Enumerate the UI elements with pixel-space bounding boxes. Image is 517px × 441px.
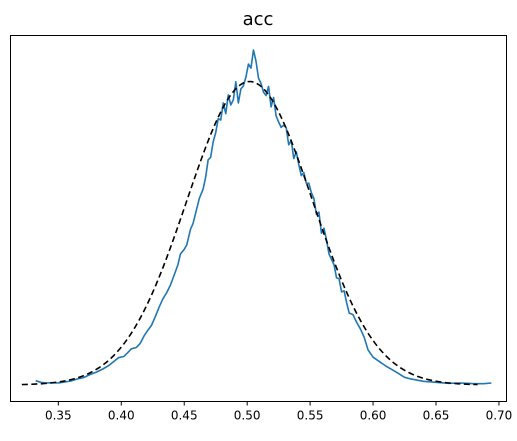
chart-title: acc [243,9,274,30]
x-tick-label: 0.35 [45,409,72,423]
series-layer [21,49,492,386]
x-axis: 0.35 0.40 0.45 0.50 0.55 0.60 0.65 0.70 [45,401,513,423]
plot-frame [10,35,507,402]
normal-fit-line [21,80,478,386]
x-tick-label: 0.50 [234,409,261,423]
x-tick-label: 0.55 [297,409,324,423]
x-tick-label: 0.45 [171,409,198,423]
x-tick-label: 0.40 [108,409,135,423]
x-tick-label: 0.70 [486,409,513,423]
x-tick-label: 0.60 [360,409,387,423]
x-tick-label: 0.65 [423,409,450,423]
empirical-density-line [35,49,492,385]
